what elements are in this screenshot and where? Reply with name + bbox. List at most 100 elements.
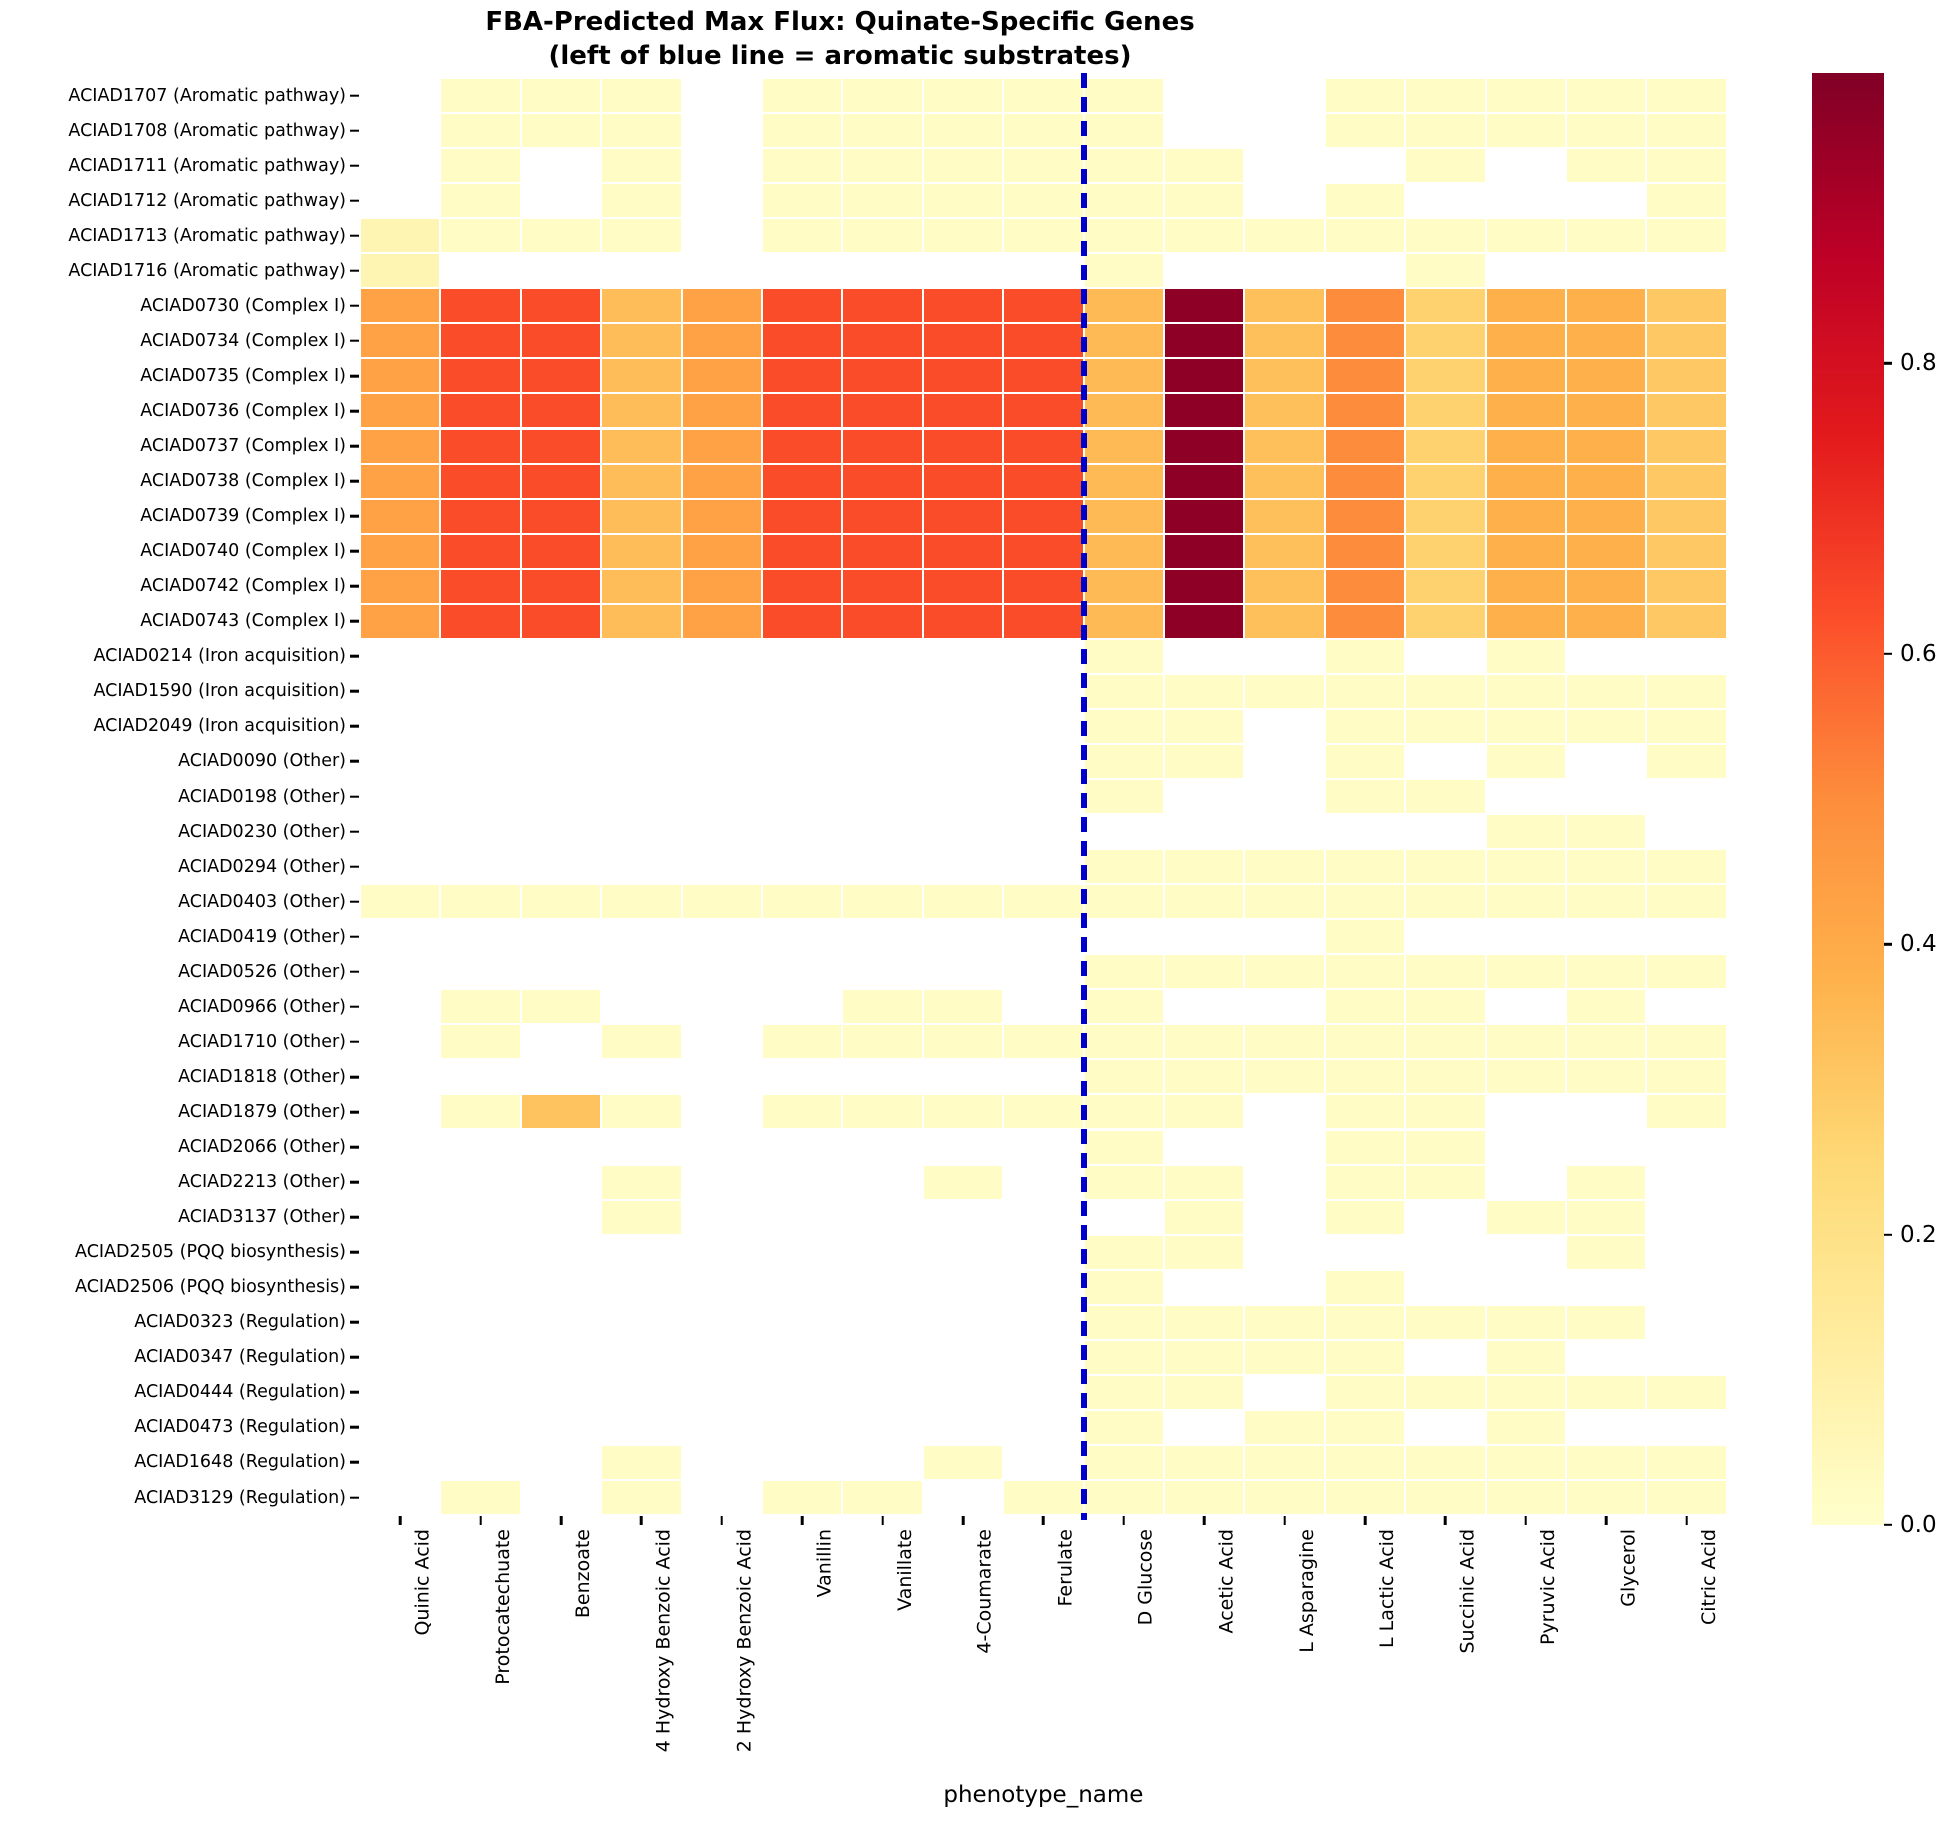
heatmap-cell (1567, 604, 1646, 638)
heatmap-cell (1406, 114, 1485, 148)
x-tick-label: Protocatechuate (491, 1529, 514, 1685)
heatmap-cell (602, 289, 681, 323)
heatmap-cell (1406, 1095, 1485, 1129)
heatmap-cell (521, 569, 601, 603)
heatmap-cell (602, 534, 681, 568)
heatmap-cell (1004, 1481, 1083, 1515)
heatmap-cell (1325, 850, 1405, 884)
heatmap-cell (1406, 149, 1485, 183)
y-tick-mark (350, 900, 359, 903)
heatmap-cell (682, 604, 761, 638)
heatmap-cell (521, 534, 601, 568)
heatmap-cell (1406, 464, 1485, 498)
heatmap-cell (361, 604, 440, 638)
y-tick-mark (350, 1391, 359, 1394)
heatmap-cell (843, 79, 922, 113)
x-tick-mark (1685, 1516, 1688, 1526)
x-tick-mark (1363, 1516, 1367, 1526)
heatmap-cell (521, 219, 601, 253)
x-tick-label: Succinic Acid (1456, 1529, 1479, 1654)
heatmap-cell (1004, 184, 1083, 218)
heatmap-cell (923, 1095, 1003, 1129)
heatmap-cell (602, 604, 681, 638)
heatmap-cell (1325, 114, 1405, 148)
heatmap-cell (763, 114, 842, 148)
heatmap-cell (1165, 1165, 1244, 1199)
y-tick-mark (350, 409, 359, 413)
x-tick-label: D Glucose (1134, 1529, 1157, 1626)
heatmap-cell (1165, 1445, 1244, 1479)
x-tick-mark (1524, 1516, 1528, 1526)
y-tick-label: ACIAD2506 (PQQ biosynthesis) (75, 1277, 346, 1298)
heatmap-cell (1647, 79, 1726, 113)
heatmap-cell (441, 885, 520, 919)
heatmap-cell (361, 359, 440, 393)
colorbar-tick-mark (1884, 942, 1892, 946)
y-tick-label: ACIAD0743 (Complex I) (140, 611, 346, 632)
y-tick-mark (350, 1496, 359, 1499)
heatmap-cell (923, 359, 1003, 393)
heatmap-cell (1567, 990, 1646, 1024)
heatmap-cell (1406, 359, 1485, 393)
heatmap-cell (1165, 499, 1244, 533)
heatmap-cell (1647, 1025, 1726, 1059)
heatmap-cell (843, 990, 922, 1024)
heatmap-cell (1325, 604, 1405, 638)
heatmap-cell (1165, 850, 1244, 884)
y-tick-label: ACIAD0347 (Regulation) (134, 1347, 346, 1368)
heatmap-cell (602, 394, 681, 428)
heatmap-cell (763, 885, 842, 919)
heatmap-cell (1486, 464, 1565, 498)
heatmap-cell (1245, 499, 1324, 533)
heatmap-cell (1486, 1445, 1565, 1479)
heatmap-cell (1486, 744, 1565, 778)
heatmap-cell (1325, 394, 1405, 428)
heatmap-cell (602, 184, 681, 218)
x-tick-label: Vanillin (813, 1529, 836, 1598)
heatmap-cell (1084, 744, 1163, 778)
heatmap-cell (763, 394, 842, 428)
heatmap-cell (1245, 464, 1324, 498)
heatmap-cell (441, 79, 520, 113)
heatmap-cell (923, 184, 1003, 218)
heatmap-cell (1567, 1235, 1646, 1269)
heatmap-cell (1567, 885, 1646, 919)
heatmap-cell (1406, 394, 1485, 428)
y-tick-label: ACIAD1712 (Aromatic pathway) (68, 190, 346, 211)
heatmap-cell (1486, 429, 1565, 463)
heatmap-cell (1325, 1130, 1405, 1164)
heatmap-cell (521, 604, 601, 638)
colorbar-tick-mark (1884, 1523, 1892, 1527)
x-tick-label: 2 Hydroxy Benzoic Acid (732, 1529, 755, 1753)
heatmap-cell (1084, 709, 1163, 743)
heatmap-cell (361, 499, 440, 533)
heatmap-cell (923, 1445, 1003, 1479)
heatmap-cell (1325, 1200, 1405, 1234)
y-tick-label: ACIAD1818 (Other) (178, 1066, 346, 1087)
heatmap-cell (1567, 114, 1646, 148)
heatmap-cell (441, 990, 520, 1024)
heatmap-cell (1406, 850, 1485, 884)
heatmap-cell (1486, 1340, 1565, 1374)
heatmap-cell (1567, 534, 1646, 568)
heatmap-cell (1084, 674, 1163, 708)
heatmap-cell (441, 604, 520, 638)
heatmap-cell (1325, 359, 1405, 393)
y-tick-label: ACIAD0526 (Other) (178, 961, 346, 982)
heatmap-cell (1165, 289, 1244, 323)
heatmap-cell (1567, 955, 1646, 989)
y-tick-mark (350, 830, 359, 833)
y-tick-mark (350, 164, 359, 167)
x-tick-label: Vanillate (893, 1529, 916, 1611)
x-tick-label: Acetic Acid (1215, 1529, 1238, 1634)
heatmap-cell (521, 114, 601, 148)
x-tick-mark (1042, 1516, 1045, 1526)
heatmap-cell (1406, 1305, 1485, 1339)
heatmap-cell (1325, 1481, 1405, 1515)
heatmap-cell (763, 464, 842, 498)
heatmap-cell (1165, 885, 1244, 919)
heatmap-cell (602, 1200, 681, 1234)
heatmap-cell (843, 289, 922, 323)
heatmap-cell (1567, 499, 1646, 533)
heatmap-cell (1647, 534, 1726, 568)
